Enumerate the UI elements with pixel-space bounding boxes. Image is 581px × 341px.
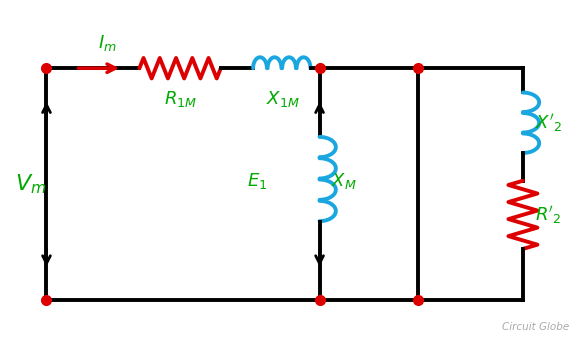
Text: Circuit Globe: Circuit Globe: [502, 322, 569, 332]
Text: $E_1$: $E_1$: [247, 171, 267, 191]
Text: $V_m$: $V_m$: [15, 172, 46, 196]
Text: $X'_2$: $X'_2$: [535, 112, 562, 134]
Text: $R'_2$: $R'_2$: [535, 204, 561, 226]
Text: $R_{1M}$: $R_{1M}$: [164, 89, 196, 109]
Text: $X_M$: $X_M$: [331, 171, 357, 191]
Text: $X_{1M}$: $X_{1M}$: [266, 89, 300, 109]
Text: $I_m$: $I_m$: [98, 33, 117, 53]
